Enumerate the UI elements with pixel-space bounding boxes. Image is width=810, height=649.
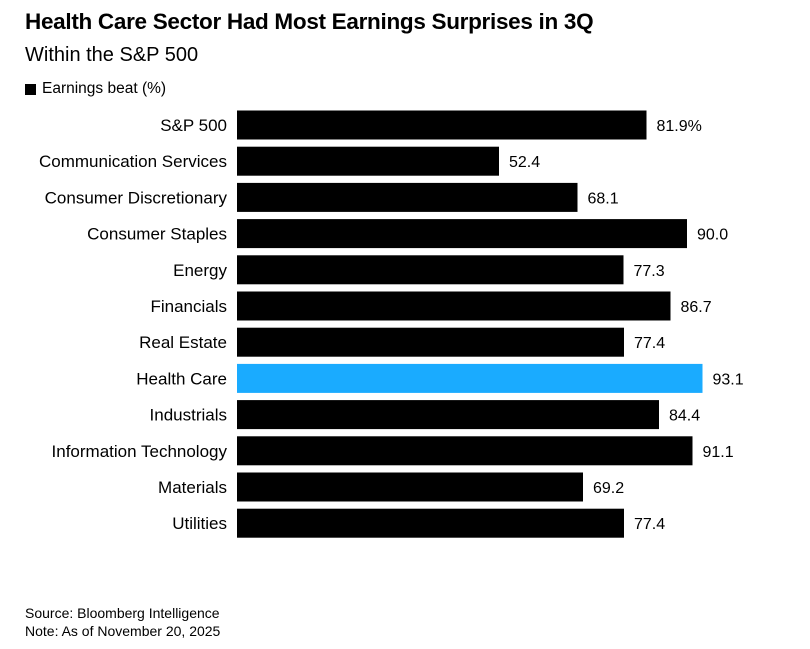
category-label: Industrials [150,406,227,425]
value-label: 69.2 [593,480,624,497]
bar-highlighted [237,363,703,393]
category-label: Energy [173,261,227,280]
category-label: Information Technology [52,442,228,461]
value-label: 77.3 [634,263,665,280]
bar [237,182,578,212]
bar [237,291,671,321]
category-label: Communication Services [39,152,227,171]
bar [237,255,624,285]
value-label: 77.4 [634,335,665,352]
category-label: Utilities [172,514,227,533]
category-label: Materials [158,478,227,497]
value-label: 91.1 [703,444,734,461]
date-note: Note: As of November 20, 2025 [25,623,221,639]
bar [237,472,583,502]
value-label: 81.9% [657,118,702,135]
value-label: 90.0 [697,227,728,244]
bar [237,508,624,538]
value-label: 77.4 [634,516,665,533]
category-label: Real Estate [139,333,227,352]
value-label: 52.4 [509,154,540,171]
value-label: 93.1 [713,371,744,388]
category-label: Consumer Discretionary [45,188,228,207]
bar [237,400,659,430]
source-note: Source: Bloomberg Intelligence [25,605,220,621]
value-label: 86.7 [681,299,712,316]
value-label: 84.4 [669,408,700,425]
category-label: Consumer Staples [87,225,227,244]
category-label: Financials [150,297,227,316]
bar [237,436,693,466]
category-label: S&P 500 [160,116,227,135]
bar [237,327,624,357]
legend: Earnings beat (%) [25,80,166,98]
bar [237,146,499,176]
chart-subtitle: Within the S&P 500 [25,44,199,66]
bar [237,110,647,140]
bar [237,219,687,249]
legend-label: Earnings beat (%) [42,80,167,97]
legend-swatch [25,83,36,95]
value-label: 68.1 [588,190,619,207]
category-label: Health Care [136,369,227,388]
chart-title: Health Care Sector Had Most Earnings Sur… [25,9,594,34]
